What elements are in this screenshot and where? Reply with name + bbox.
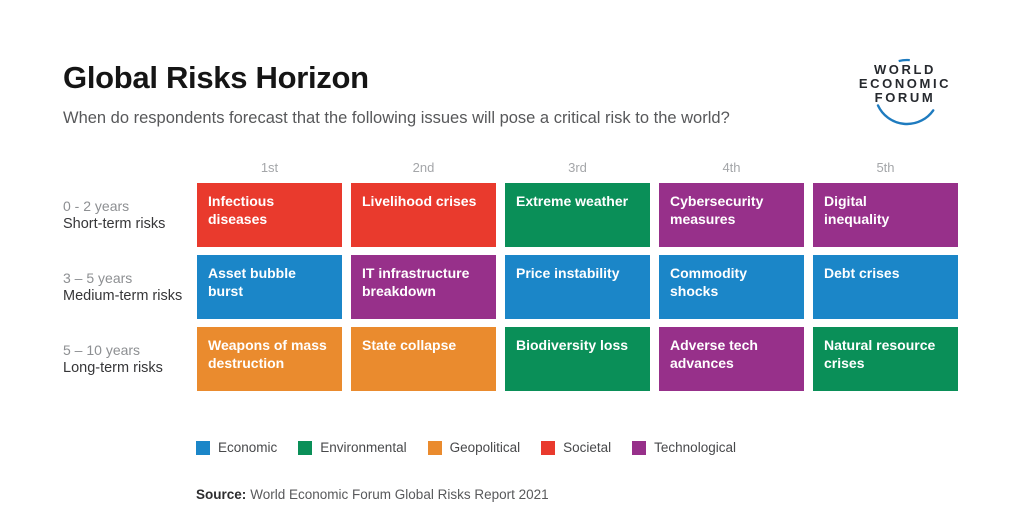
environmental-swatch-icon	[298, 440, 313, 455]
page-subtitle: When do respondents forecast that the fo…	[63, 109, 730, 127]
risk-cell-extreme-weather: Extreme weather	[505, 183, 650, 247]
category-legend: Economic Environmental Geopolitical Soci…	[196, 440, 736, 455]
source-prefix: Source:	[196, 487, 247, 502]
risks-matrix: 1st 2nd 3rd 4th 5th 0 - 2 years Short-te…	[63, 160, 958, 391]
row-label-medium-term: 3 – 5 years Medium-term risks	[63, 270, 188, 305]
wef-logo: WORLD ECONOMIC FORUM	[853, 50, 957, 132]
page-header: Global Risks Horizon When do respondents…	[63, 60, 730, 128]
legend-label: Technological	[654, 440, 736, 455]
risk-cell-weapons-of-mass-destruction: Weapons of mass destruction	[197, 327, 342, 391]
row-term: Long-term risks	[63, 359, 163, 376]
legend-item-geopolitical: Geopolitical	[427, 440, 521, 455]
legend-item-environmental: Environmental	[298, 440, 407, 455]
column-header-5th: 5th	[876, 160, 895, 175]
economic-swatch-icon	[196, 440, 210, 455]
row-period: 5 – 10 years	[63, 341, 141, 358]
geopolitical-swatch-icon	[427, 440, 442, 455]
page-title: Global Risks Horizon	[63, 60, 369, 95]
wef-logo-arc-icon	[876, 58, 935, 126]
risk-cell-debt-crises: Debt crises	[813, 255, 958, 319]
wef-logo-line-3: FORUM	[874, 90, 936, 105]
legend-label: Geopolitical	[449, 440, 521, 455]
risk-cell-asset-bubble-burst: Asset bubble burst	[197, 255, 342, 319]
source-line: Source: World Economic Forum Global Risks…	[196, 487, 549, 502]
source-text: World Economic Forum Global Risks Report…	[250, 487, 549, 502]
row-period: 0 - 2 years	[63, 197, 130, 214]
row-label-long-term: 5 – 10 years Long-term risks	[63, 342, 188, 377]
technological-swatch-icon	[632, 440, 647, 455]
risk-cell-biodiversity-loss: Biodiversity loss	[505, 327, 650, 391]
risk-cell-state-collapse: State collapse	[351, 327, 496, 391]
risk-cell-livelihood-crises: Livelihood crises	[351, 183, 496, 247]
risk-cell-price-instability: Price instability	[505, 255, 650, 319]
row-term: Medium-term risks	[63, 287, 183, 304]
row-term: Short-term risks	[63, 215, 166, 232]
legend-item-economic: Economic	[196, 440, 277, 455]
legend-label: Societal	[563, 440, 612, 455]
legend-item-societal: Societal	[541, 440, 611, 455]
legend-label: Environmental	[320, 440, 407, 455]
wef-logo-wordmark: WORLD ECONOMIC FORUM	[853, 63, 957, 105]
risk-cell-natural-resource-crises: Natural resource crises	[813, 327, 958, 391]
column-header-2nd: 2nd	[412, 160, 435, 175]
risk-cell-commodity-shocks: Commodity shocks	[659, 255, 804, 319]
risk-cell-digital-inequality: Digital inequality	[813, 183, 958, 247]
risk-cell-adverse-tech-advances: Adverse tech advances	[659, 327, 804, 391]
row-label-short-term: 0 - 2 years Short-term risks	[63, 198, 188, 233]
column-header-4th: 4th	[722, 160, 741, 175]
risk-cell-it-infrastructure-breakdown: IT infrastructure breakdown	[351, 255, 496, 319]
row-period: 3 – 5 years	[63, 269, 133, 286]
wef-logo-line-1: WORLD	[873, 62, 937, 77]
risk-cell-cybersecurity-measures: Cybersecurity measures	[659, 183, 804, 247]
wef-logo-line-2: ECONOMIC	[858, 76, 952, 91]
column-header-1st: 1st	[260, 160, 279, 175]
legend-label: Economic	[218, 440, 278, 455]
legend-item-technological: Technological	[632, 440, 736, 455]
column-header-3rd: 3rd	[568, 160, 587, 175]
risk-cell-infectious-diseases: Infectious diseases	[197, 183, 342, 247]
societal-swatch-icon	[541, 440, 556, 455]
